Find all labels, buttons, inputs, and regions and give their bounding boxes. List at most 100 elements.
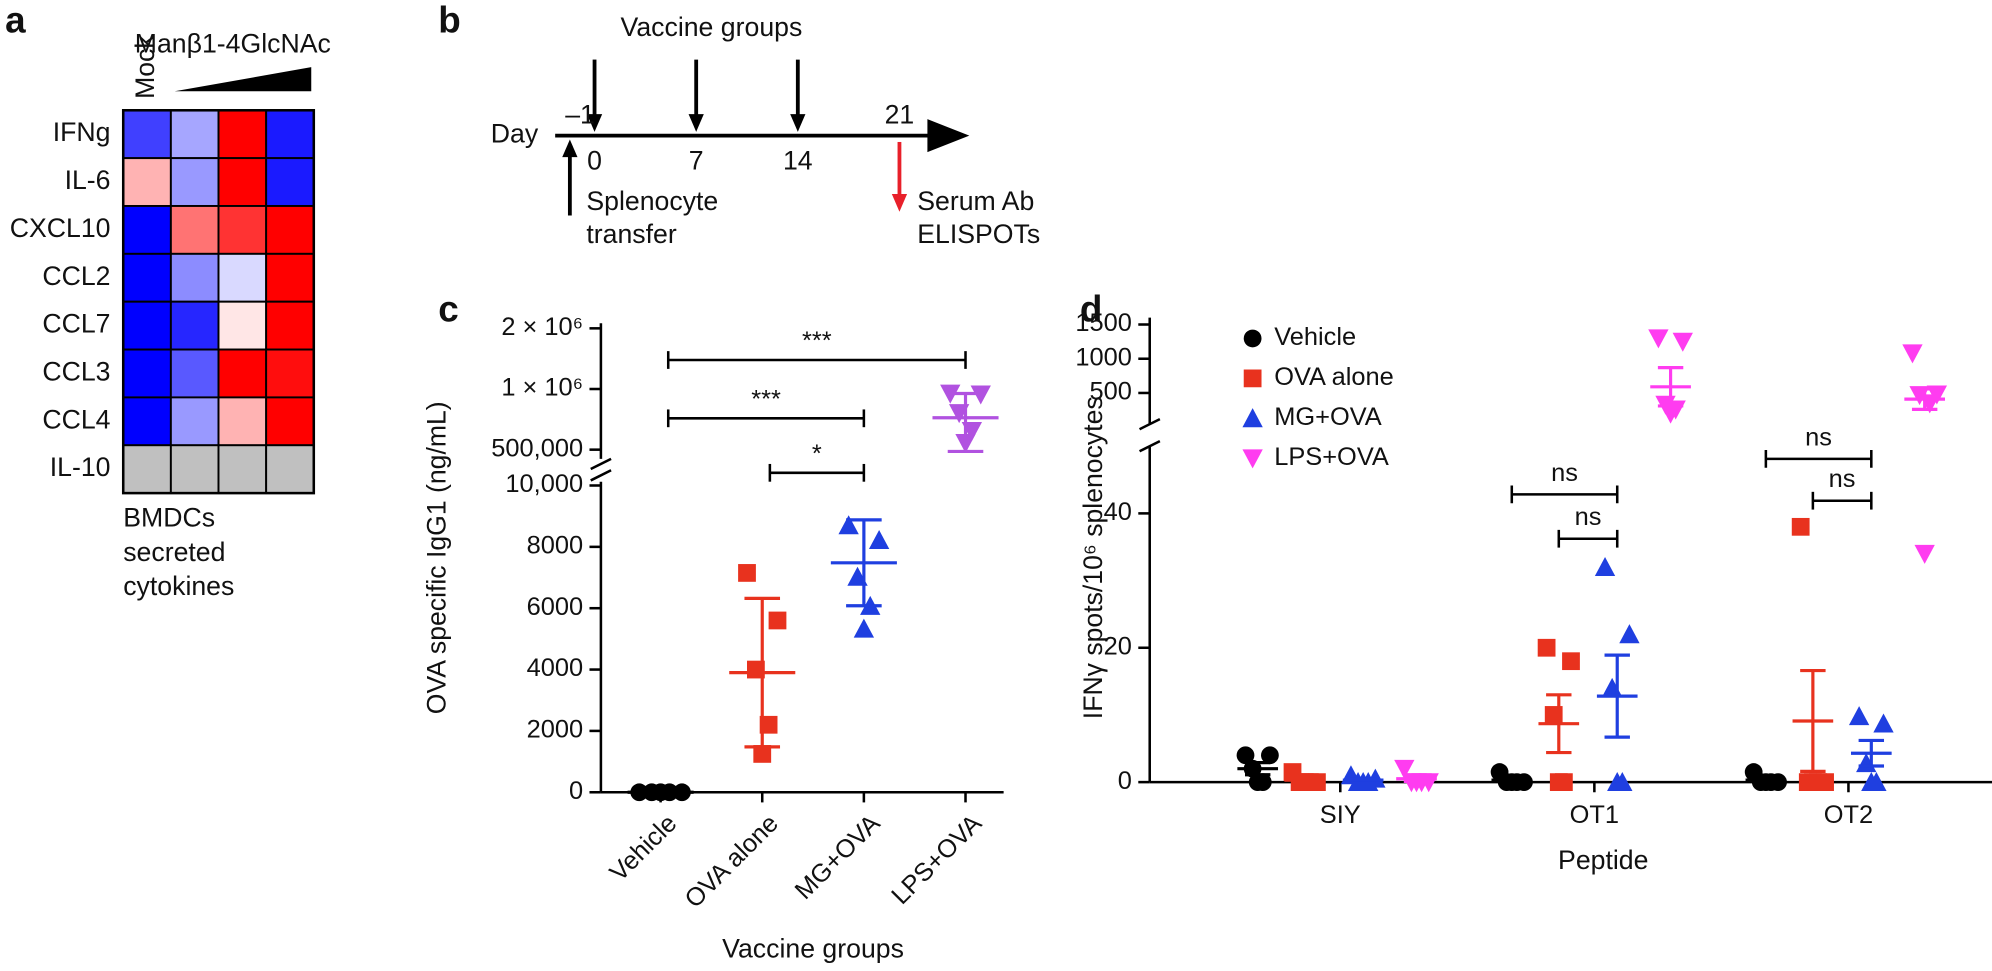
heatmap-cell (122, 300, 172, 351)
transfer-arrow-head (562, 139, 578, 158)
y-tick-label: 1500 (1075, 309, 1132, 337)
point (1803, 773, 1822, 791)
axis-break (1138, 439, 1161, 453)
heatmap-cell (169, 396, 220, 447)
heatmap-cell (217, 444, 268, 495)
row-label: IL-10 (50, 452, 111, 482)
x-tick-label: Vehicle (605, 809, 683, 887)
panel-letter: a (5, 0, 26, 41)
caption: secreted (123, 537, 225, 567)
x-tick-label: OT1 (1570, 801, 1619, 829)
heatmap-cell (169, 205, 220, 255)
heatmap-cell (265, 444, 315, 495)
point (759, 715, 778, 734)
day-tick-label: 14 (783, 145, 813, 175)
significance-label: *** (802, 327, 832, 355)
point (1873, 713, 1894, 733)
heatmap-cell (265, 300, 315, 351)
axis-break (590, 469, 612, 482)
heatmap-cell (217, 396, 268, 447)
point (1672, 332, 1693, 352)
day-tick-label: 21 (885, 100, 915, 130)
significance-label: ns (1551, 459, 1578, 487)
heatmap-cell (265, 109, 315, 160)
y-tick-label: 500,000 (491, 434, 583, 462)
y-axis-label: OVA specific IgG1 (ng/mL) (421, 401, 451, 714)
row-label: CCL4 (42, 404, 110, 434)
point (1914, 544, 1935, 564)
legend-marker (1243, 369, 1262, 388)
y-tick-label: 20 (1104, 632, 1132, 660)
readout-label: ELISPOTs (917, 219, 1040, 249)
heatmap-cell (217, 205, 268, 255)
row-label: IL-6 (65, 165, 111, 195)
y-tick-label: 0 (1118, 767, 1132, 795)
transfer-label: Splenocyte (586, 186, 718, 216)
point (1537, 638, 1556, 657)
point (1594, 556, 1616, 577)
readout-label: Serum Ab (917, 186, 1034, 216)
vaccine-arrow-head (586, 114, 603, 132)
legend-label: Vehicle (1274, 323, 1356, 351)
point (738, 564, 756, 582)
y-tick-label: 10,000 (505, 470, 583, 498)
heatmap-cell (169, 348, 220, 399)
heatmap-cell (169, 109, 220, 160)
point (1562, 652, 1580, 671)
heatmap-cell (217, 252, 268, 303)
row-label: IFNg (53, 117, 111, 147)
legend-label: LPS+OVA (1274, 443, 1389, 471)
heatmap-cell (265, 348, 315, 399)
vaccine-arrow-head (688, 114, 704, 132)
significance-label: ns (1829, 465, 1856, 493)
x-tick-label: SIY (1320, 801, 1361, 829)
transfer-label: transfer (586, 219, 676, 249)
y-axis-label: IFNγ spots/10⁶ splenocytes (1078, 396, 1108, 719)
y-tick-label: 2 × 10⁶ (501, 313, 583, 341)
row-label: CCL3 (42, 357, 110, 387)
readout-arrow-head (891, 193, 908, 212)
heatmap-cell (217, 300, 268, 351)
y-tick-label: 8000 (527, 532, 584, 560)
y-tick-label: 2000 (527, 716, 584, 744)
point (1856, 753, 1877, 773)
heatmap-cell (265, 252, 315, 303)
heatmap-cell (217, 109, 268, 160)
point (1549, 773, 1568, 791)
heatmap-cell (265, 396, 315, 447)
heatmap-cell (122, 396, 172, 447)
heatmap-cell (169, 300, 220, 351)
point (1601, 677, 1623, 697)
point (1619, 624, 1640, 644)
point (1236, 746, 1255, 765)
x-tick-label: MG+OVA (790, 809, 886, 905)
legend-marker (1242, 408, 1263, 428)
significance-label: * (812, 440, 822, 468)
panel-letter: c (438, 289, 458, 330)
heatmap-cell (169, 444, 220, 495)
heatmap-cell (122, 157, 172, 207)
heatmap-cell (169, 157, 220, 207)
row-label: CXCL10 (10, 213, 111, 243)
axis-break (1138, 417, 1161, 431)
heatmap-cell (122, 109, 172, 160)
point (1791, 517, 1810, 536)
legend-marker (1243, 329, 1262, 348)
point (1607, 771, 1628, 791)
heatmap-cell (217, 157, 268, 207)
heatmap-cell (217, 348, 268, 399)
heatmap-border (121, 109, 316, 495)
y-tick-label: 1000 (1075, 343, 1132, 371)
point (853, 618, 875, 638)
significance-label: ns (1805, 423, 1832, 451)
y-tick-label: 4000 (527, 654, 584, 682)
point (1902, 344, 1923, 364)
column-label: Mock (130, 35, 160, 99)
heatmap-cell (122, 444, 172, 495)
heatmap-cell (265, 205, 315, 255)
day-tick-label: 0 (587, 145, 602, 175)
y-tick-label: 500 (1090, 378, 1132, 406)
point (1394, 759, 1415, 779)
day-tick-label: –1 (565, 100, 595, 130)
